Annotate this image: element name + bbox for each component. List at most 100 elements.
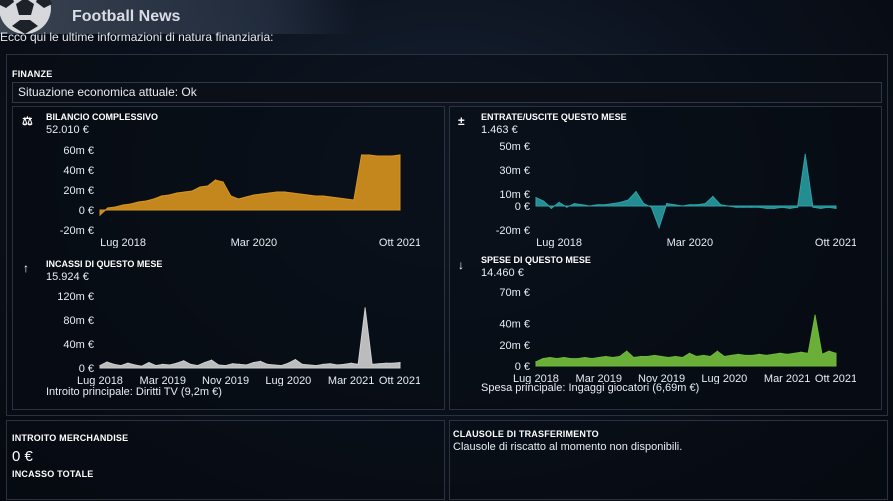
data-point <box>260 193 263 195</box>
series-area <box>535 315 837 367</box>
data-point <box>681 356 684 359</box>
expenses-value: 14.460 € <box>481 267 524 279</box>
data-point <box>130 203 132 205</box>
data-point <box>712 195 714 197</box>
data-point <box>245 196 247 198</box>
data-point <box>199 186 201 188</box>
data-point <box>796 206 799 208</box>
data-point <box>535 361 537 363</box>
data-point <box>268 192 270 194</box>
data-point <box>337 197 340 199</box>
data-point <box>378 363 380 365</box>
data-point <box>384 155 386 157</box>
data-point <box>106 361 108 363</box>
series-area <box>99 307 401 369</box>
data-point <box>350 362 352 364</box>
data-point <box>598 356 600 359</box>
data-point <box>828 350 830 352</box>
data-point <box>814 314 816 316</box>
data-point <box>224 365 227 367</box>
data-point <box>276 191 278 193</box>
data-point <box>660 355 663 358</box>
x-tick-label: Mar 2019 <box>140 375 186 386</box>
x-tick-label: Mar 2021 <box>764 373 810 384</box>
data-point <box>800 351 802 353</box>
data-point <box>184 191 186 193</box>
x-tick-label: Lug 2018 <box>100 237 146 248</box>
finances-label: FINANZE <box>12 69 53 79</box>
data-point <box>360 154 363 156</box>
data-point <box>287 362 289 364</box>
data-point <box>766 207 768 209</box>
data-point <box>197 365 199 367</box>
x-tick-label: Mar 2021 <box>328 375 374 386</box>
transfer-clauses-panel <box>449 420 888 500</box>
data-point <box>667 356 670 359</box>
x-tick-label: Lug 2018 <box>536 237 582 248</box>
data-point <box>371 363 373 365</box>
y-tick-label: 70m € <box>499 287 530 299</box>
data-point <box>835 207 837 209</box>
data-point <box>294 359 296 361</box>
data-point <box>704 203 706 205</box>
data-point <box>781 206 783 208</box>
data-point <box>577 358 579 360</box>
data-point <box>207 185 209 187</box>
y-tick-label: 0 € <box>79 205 94 217</box>
data-point <box>315 365 317 367</box>
data-point <box>120 365 122 367</box>
data-point <box>596 204 599 206</box>
data-point <box>695 355 698 358</box>
data-point <box>666 203 668 205</box>
merchandise-value: 0 € <box>12 448 33 465</box>
y-tick-label: 40m € <box>499 319 530 331</box>
data-point <box>543 200 545 202</box>
data-point <box>605 355 607 358</box>
data-point <box>550 207 552 209</box>
data-point <box>702 354 705 357</box>
data-point <box>786 353 788 355</box>
data-point <box>237 198 240 200</box>
data-point <box>364 307 366 309</box>
data-point <box>214 179 216 181</box>
data-point <box>162 363 164 365</box>
data-point <box>211 359 213 361</box>
income-title: INCASSI DI QUESTO MESE <box>46 259 163 269</box>
data-point <box>765 354 767 357</box>
data-point <box>127 362 129 364</box>
data-point <box>696 204 699 206</box>
data-point <box>122 204 124 206</box>
data-point <box>329 363 331 365</box>
financial-status-text: Situazione economica attuale: Ok <box>18 85 197 99</box>
data-point <box>650 206 652 208</box>
data-point <box>148 362 150 364</box>
data-point <box>549 356 551 359</box>
income-chart: 120m € 80m € 40m € 0 €Lug 2018 Mar 2019 Nov 2… <box>57 291 420 386</box>
data-point <box>835 352 837 354</box>
transfer-clauses-text: Clausole di riscatto al momento non disp… <box>453 441 683 453</box>
data-point <box>245 364 248 366</box>
data-point <box>626 350 628 352</box>
data-point <box>720 204 722 206</box>
data-point <box>673 204 676 206</box>
x-tick-label: Lug 2018 <box>77 375 123 386</box>
data-point <box>345 198 347 200</box>
data-point <box>807 352 809 354</box>
data-point <box>314 195 316 197</box>
cashflow-title: ENTRATE/USCITE QUESTO MESE <box>481 112 627 122</box>
data-point <box>399 154 401 156</box>
expenses-title: SPESE DI QUESTO MESE <box>481 255 591 265</box>
data-point <box>620 201 622 203</box>
transfer-clauses-title: CLAUSOLE DI TRASFERIMENTO <box>453 429 599 439</box>
data-point <box>308 364 310 366</box>
data-point <box>627 199 629 201</box>
data-point <box>153 198 155 200</box>
y-tick-label: 60m € <box>63 145 94 157</box>
data-point <box>773 207 776 209</box>
data-point <box>322 195 324 197</box>
data-point <box>556 358 558 360</box>
cashflow-value: 1.463 € <box>481 124 518 136</box>
data-point <box>266 363 269 365</box>
data-point <box>291 192 293 194</box>
data-point <box>141 365 143 367</box>
